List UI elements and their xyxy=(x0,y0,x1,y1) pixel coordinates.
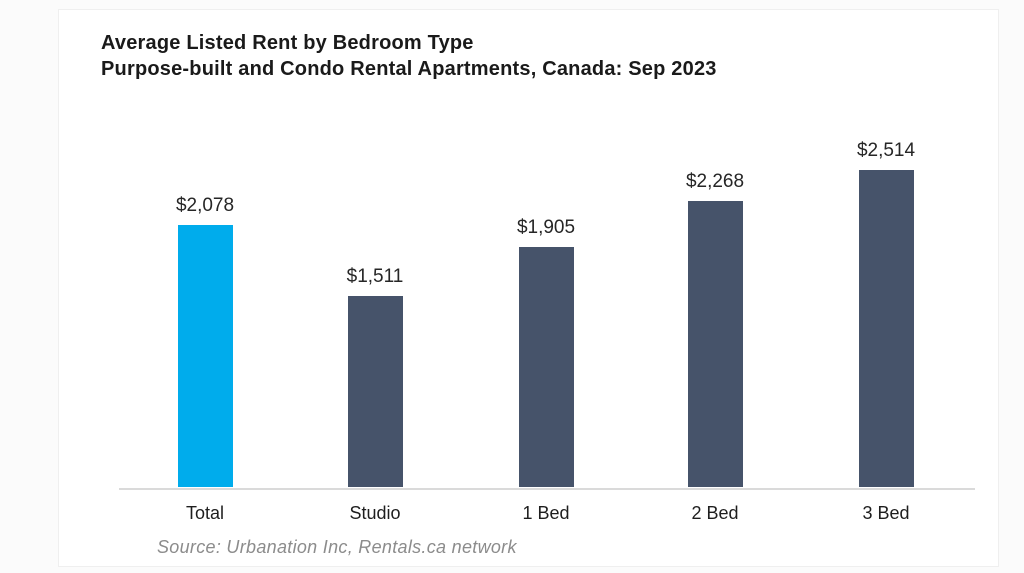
chart-subtitle-line2: Purpose-built and Condo Rental Apartment… xyxy=(101,58,717,80)
category-label-studio: Studio xyxy=(349,503,401,523)
bar-studio xyxy=(347,296,403,487)
bar-column-3-bed: $2,514 xyxy=(801,140,971,487)
bar-value-label: $1,511 xyxy=(346,266,404,287)
category-label-1-bed: 1 Bed xyxy=(522,503,570,523)
bar-1-bed xyxy=(518,247,574,487)
category-label-3-bed: 3 Bed xyxy=(862,503,910,523)
chart-title: Average Listed Rent by Bedroom Type Purp… xyxy=(101,30,717,82)
bar-value-label: $2,268 xyxy=(685,171,745,192)
bar-column-2-bed: $2,268 xyxy=(630,171,800,487)
bar-value-label: $2,514 xyxy=(856,140,916,161)
bar-column-total: $2,078 xyxy=(120,195,290,487)
bar-value-label: $1,905 xyxy=(516,217,576,238)
bar-2-bed xyxy=(687,201,743,487)
chart-title-line1: Average Listed Rent by Bedroom Type xyxy=(101,32,474,54)
category-label-total: Total xyxy=(185,503,225,523)
bar-total xyxy=(177,225,233,487)
chart-card: Average Listed Rent by Bedroom Type Purp… xyxy=(58,9,999,567)
bar-column-studio: $1,511 xyxy=(290,266,460,487)
bar-value-label: $2,078 xyxy=(175,195,235,216)
plot-area: $2,078 Total $1,511 Studio $1,905 1 Bed $2,268… xyxy=(59,10,998,566)
x-axis-line xyxy=(119,488,975,490)
source-note: Source: Urbanation Inc, Rentals.ca netwo… xyxy=(157,537,517,557)
category-label-2-bed: 2 Bed xyxy=(691,503,739,523)
bar-3-bed xyxy=(858,170,914,487)
bar-column-1-bed: $1,905 xyxy=(461,217,631,487)
